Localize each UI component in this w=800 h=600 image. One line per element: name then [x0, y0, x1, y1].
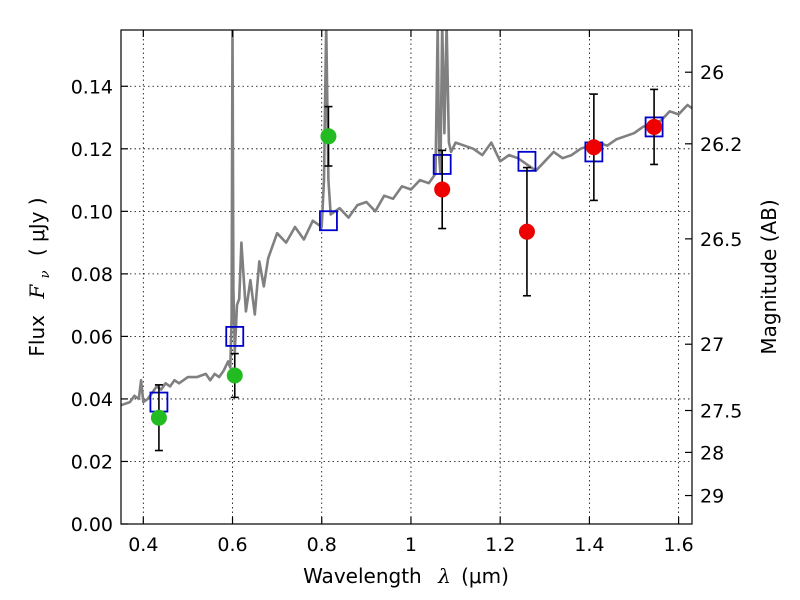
x-axis-title-text: Wavelength — [303, 564, 422, 588]
y-axis-title-text: Flux — [25, 315, 49, 357]
x-tick-label: 1.2 — [485, 534, 515, 556]
photometry-point — [434, 181, 451, 198]
photometry-point — [585, 139, 602, 156]
photometry-point — [646, 118, 663, 135]
plot-frame — [120, 29, 693, 525]
photometry-point — [150, 409, 167, 426]
y2-tick-label: 26.2 — [700, 134, 742, 156]
y-tick-label: 0.12 — [71, 139, 113, 161]
y2-tick-label: 26 — [700, 62, 724, 84]
y-tick-label: 0.10 — [71, 201, 113, 223]
y-tick-label: 0.14 — [71, 76, 113, 98]
model-square — [225, 326, 245, 347]
y2-tick-label: 26.5 — [700, 229, 742, 251]
x-tick-label: 0.8 — [307, 534, 337, 556]
y-axis-title-symbol: F — [25, 284, 49, 300]
x-tick-label: 0.4 — [128, 534, 158, 556]
x-tick-label: 1.4 — [574, 534, 604, 556]
plot-area — [121, 30, 692, 452]
photometry-point — [226, 367, 243, 384]
y-axis-title-subscript: ν — [38, 270, 53, 278]
x-tick-label: 0.6 — [217, 534, 247, 556]
model-square — [319, 210, 338, 232]
y-tick-label: 0.04 — [71, 389, 113, 411]
y-tick-label: 0.02 — [71, 451, 113, 473]
y2-tick-label: 28 — [700, 442, 724, 464]
photometry-point — [320, 128, 337, 145]
y-axis-title: Flux F ν ( μJy ) — [25, 197, 54, 356]
y2-axis-title: Magnitude (AB) — [757, 199, 781, 354]
x-axis-title-unit: (μm) — [461, 564, 509, 588]
x-axis-title: Wavelength λ (μm) — [303, 564, 509, 588]
y2-tick-label: 29 — [700, 486, 724, 508]
x-axis-title-symbol: λ — [437, 564, 451, 588]
y-tick-label: 0.00 — [71, 514, 113, 536]
y2-tick-label: 27 — [700, 334, 724, 356]
ticks: 0.4 0.6 0.8 1 1.2 1.4 1.6 0.00 0.02 0.04 0.06 0.08 0… — [71, 30, 742, 556]
y-tick-label: 0.08 — [71, 264, 113, 286]
x-tick-label: 1.6 — [664, 534, 694, 556]
photometry-point — [518, 223, 535, 240]
y2-tick-label: 27.5 — [700, 401, 742, 423]
x-tick-label: 1 — [405, 534, 417, 556]
data-layer — [121, 30, 692, 452]
y-axis-title-unit: ( μJy ) — [25, 197, 49, 256]
spectrum-line — [121, 30, 692, 407]
y-tick-label: 0.06 — [71, 326, 113, 348]
grid — [121, 30, 692, 524]
